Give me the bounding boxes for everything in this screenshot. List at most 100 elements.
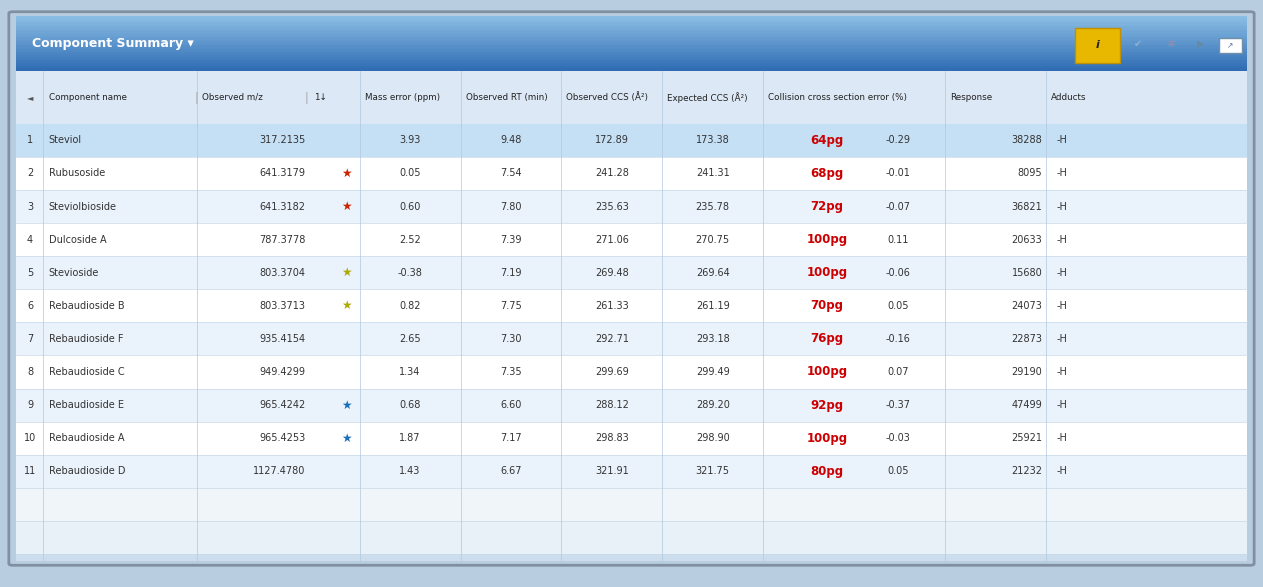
Text: 7.35: 7.35 [500,367,522,377]
Text: 1↓: 1↓ [313,93,327,102]
Bar [16,554,1247,561]
Bar [16,67,1247,68]
Bar [16,455,1247,488]
Text: 289.20: 289.20 [696,400,730,410]
Text: 288.12: 288.12 [595,400,629,410]
Bar [16,44,1247,45]
Text: -0.29: -0.29 [885,136,911,146]
Text: Expected CCS (Å²): Expected CCS (Å²) [667,92,748,103]
Text: 0.05: 0.05 [887,301,908,311]
Text: 787.3778: 787.3778 [259,235,306,245]
Bar [16,23,1247,25]
Text: 100pg: 100pg [806,266,847,279]
Bar [16,34,1247,36]
Text: ★: ★ [341,299,351,312]
Text: 1.87: 1.87 [399,433,421,443]
Text: 6.67: 6.67 [500,466,522,476]
Bar [16,25,1247,26]
Bar [16,21,1247,22]
Bar [16,26,1247,28]
Text: Rebaudioside A: Rebaudioside A [48,433,124,443]
Text: i: i [1095,40,1100,50]
Text: Rebaudioside D: Rebaudioside D [48,466,125,476]
Bar [16,32,1247,33]
Text: 2.65: 2.65 [399,334,421,344]
Text: 965.4242: 965.4242 [259,400,306,410]
Text: ▶: ▶ [1197,39,1205,49]
Text: ↗: ↗ [1226,41,1234,50]
Text: 299.69: 299.69 [595,367,629,377]
Text: 641.3179: 641.3179 [259,168,306,178]
Bar [16,55,1247,56]
Text: 7.54: 7.54 [500,168,522,178]
Text: -0.16: -0.16 [885,334,911,344]
Bar [16,33,1247,34]
Text: 0.07: 0.07 [887,367,908,377]
Text: 100pg: 100pg [806,233,847,246]
Text: Rebaudioside E: Rebaudioside E [48,400,124,410]
Bar [16,18,1247,19]
Text: 235.63: 235.63 [595,201,629,211]
Text: -H: -H [1056,367,1067,377]
Text: Rebaudioside F: Rebaudioside F [48,334,123,344]
Text: 241.31: 241.31 [696,168,730,178]
Text: #: # [1166,39,1176,49]
Text: 298.83: 298.83 [595,433,629,443]
Text: 10: 10 [24,433,37,443]
Text: -0.01: -0.01 [885,168,911,178]
Text: ★: ★ [341,431,351,445]
Text: 8095: 8095 [1018,168,1042,178]
Text: 22873: 22873 [1012,334,1042,344]
Text: -0.06: -0.06 [885,268,911,278]
Text: -H: -H [1056,301,1067,311]
Text: 24073: 24073 [1012,301,1042,311]
Text: 100pg: 100pg [806,366,847,379]
Text: -H: -H [1056,268,1067,278]
Bar [16,157,1247,190]
Bar [16,68,1247,70]
Bar [16,28,1247,29]
Text: 803.3704: 803.3704 [259,268,306,278]
Text: 4: 4 [27,235,33,245]
Text: 321.91: 321.91 [595,466,629,476]
Text: 36821: 36821 [1012,201,1042,211]
Bar [16,30,1247,32]
Bar [16,50,1247,52]
Text: Component Summary ▾: Component Summary ▾ [32,37,193,50]
Bar [16,53,1247,55]
Text: 5: 5 [27,268,33,278]
Text: 317.2135: 317.2135 [259,136,306,146]
Bar [16,16,1247,18]
Text: Observed RT (min): Observed RT (min) [466,93,547,102]
Text: 100pg: 100pg [806,431,847,445]
Text: 1127.4780: 1127.4780 [253,466,306,476]
Text: 70pg: 70pg [811,299,844,312]
Text: 11: 11 [24,466,37,476]
Text: 29190: 29190 [1012,367,1042,377]
Bar [16,70,1247,71]
Text: 1.34: 1.34 [399,367,421,377]
Text: ★: ★ [341,200,351,213]
Text: 173.38: 173.38 [696,136,730,146]
Text: │: │ [193,92,200,103]
Text: ★: ★ [341,266,351,279]
Text: 293.18: 293.18 [696,334,730,344]
Bar [16,46,1247,48]
Text: 298.90: 298.90 [696,433,730,443]
Text: Rebaudioside C: Rebaudioside C [48,367,124,377]
Bar [16,71,1247,124]
Text: 0.05: 0.05 [399,168,421,178]
Text: Mass error (ppm): Mass error (ppm) [365,93,440,102]
Text: 0.68: 0.68 [399,400,421,410]
Bar [16,40,1247,41]
Text: 20633: 20633 [1012,235,1042,245]
Text: Steviolbioside: Steviolbioside [48,201,116,211]
Text: 269.64: 269.64 [696,268,730,278]
Text: 965.4253: 965.4253 [259,433,306,443]
Bar [16,421,1247,455]
Text: ✔: ✔ [1134,39,1142,49]
Text: 1: 1 [27,136,33,146]
Text: 64pg: 64pg [811,134,844,147]
Text: 6: 6 [27,301,33,311]
Bar [16,37,1247,38]
